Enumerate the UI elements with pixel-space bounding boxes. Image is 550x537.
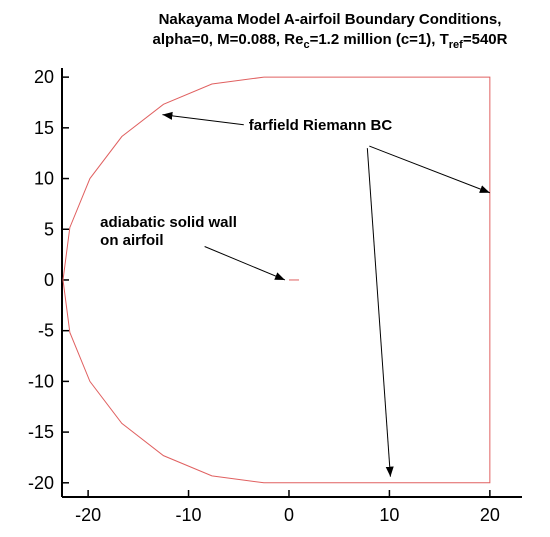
annotation-text: adiabatic solid wall: [100, 214, 237, 231]
title-text: =1.2 million (c=1), T: [310, 31, 449, 48]
title-text: alpha=0, M=0.088, Re: [153, 31, 304, 48]
annotation-arrow: [366, 148, 394, 477]
y-tick-label: 0: [44, 270, 54, 290]
title-subscript: ref: [449, 39, 463, 51]
annotation-text: farfield Riemann BC: [249, 117, 393, 134]
chart-subtitle: alpha=0, M=0.088, Rec=1.2 million (c=1),…: [153, 31, 508, 51]
y-tick-label: 20: [34, 67, 54, 87]
annotation-arrow: [204, 246, 286, 281]
y-tick-label: 10: [34, 169, 54, 189]
x-tick-label: 0: [284, 505, 294, 525]
x-tick-label: 20: [480, 505, 500, 525]
y-tick-label: -5: [38, 321, 54, 341]
y-tick-label: -10: [28, 371, 54, 391]
x-tick-label: -20: [75, 505, 101, 525]
boundary-line: [62, 76, 491, 484]
y-tick-label: 5: [44, 219, 54, 239]
title-text: =540R: [463, 31, 508, 48]
y-tick-label: -15: [28, 422, 54, 442]
annotation-text: on airfoil: [100, 232, 163, 249]
title-subscript: c: [303, 39, 309, 51]
y-tick-label: -20: [28, 473, 54, 493]
x-tick-label: 10: [379, 505, 399, 525]
y-tick-label: 15: [34, 118, 54, 138]
chart-title: Nakayama Model A-airfoil Boundary Condit…: [159, 11, 502, 28]
annotation-arrow: [369, 145, 491, 194]
annotation-arrow: [162, 111, 244, 126]
x-tick-label: -10: [176, 505, 202, 525]
